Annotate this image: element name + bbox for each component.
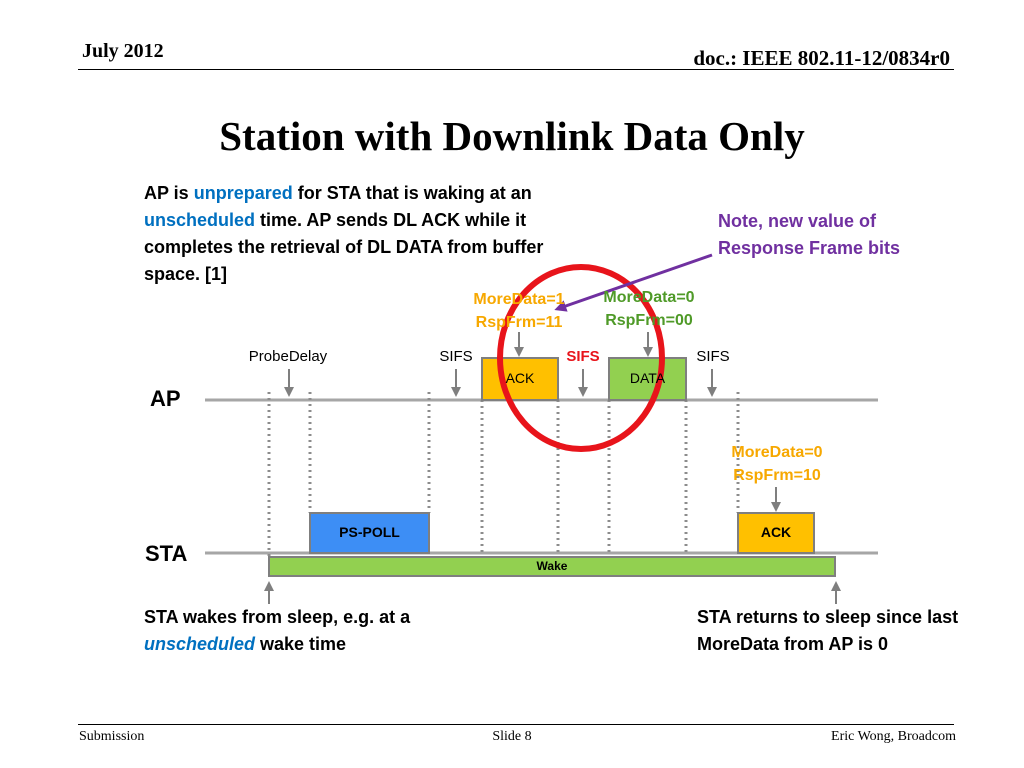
slide-title: Station with Downlink Data Only	[219, 113, 805, 159]
sta-label: STA	[145, 541, 188, 566]
sta-ack-frame	[737, 512, 815, 554]
data-frame-bits: MoreData=0 RspFrm=00	[584, 286, 714, 332]
sta-ps-poll-frame	[309, 512, 430, 554]
data-more-data: MoreData=0	[603, 289, 695, 306]
desc-highlight-unscheduled: unscheduled	[144, 210, 256, 230]
desc-part-3: time. AP sends DL ACK while it completes…	[144, 210, 544, 284]
ack-rsp-frm: RspFrm=11	[475, 314, 563, 331]
wake-note-part-2: wake time	[255, 634, 347, 654]
desc-highlight-unprepared: unprepared	[193, 183, 293, 203]
sifs-label-2: SIFS	[566, 348, 600, 365]
ap-data-frame	[608, 357, 687, 401]
highlight-circle	[497, 264, 665, 452]
sifs-label-3: SIFS	[696, 348, 730, 365]
dotted-guides	[267, 392, 740, 557]
wake-note-part-1: STA wakes from sleep, e.g. at a	[144, 607, 411, 627]
footer-divider	[78, 724, 954, 725]
note-arrow	[554, 253, 713, 312]
ap-data-label: DATA	[629, 370, 666, 386]
footer-slide-number: Slide 8	[492, 729, 532, 744]
header-divider	[78, 69, 954, 70]
footer-submission: Submission	[79, 729, 145, 744]
up-arrows	[264, 581, 841, 604]
description-text: AP is unprepared for STA that is waking …	[144, 180, 604, 288]
ack-more-data: MoreData=1	[473, 291, 565, 308]
sta-more-data: MoreData=0	[731, 444, 823, 461]
sta-ack-frame-bits: MoreData=0 RspFrm=10	[712, 441, 842, 487]
sta-wake-note: STA wakes from sleep, e.g. at a unschedu…	[144, 604, 444, 658]
sta-ack-label: ACK	[760, 524, 792, 540]
ack-frame-bits: MoreData=1 RspFrm=11	[454, 288, 584, 334]
footer-author: Eric Wong, Broadcom	[831, 729, 956, 744]
sifs-label-1: SIFS	[439, 348, 473, 365]
ap-ack-label: ACK	[505, 370, 535, 386]
ap-label: AP	[150, 386, 181, 411]
header-doc-id: doc.: IEEE 802.11-12/0834r0	[693, 46, 950, 70]
desc-part-1: AP is	[144, 183, 194, 203]
data-rsp-frm: RspFrm=00	[605, 312, 693, 329]
ps-poll-label: PS-POLL	[339, 524, 400, 540]
wake-bar	[268, 556, 836, 577]
header-date: July 2012	[82, 40, 164, 62]
desc-part-2: for STA that is waking at an	[292, 183, 532, 203]
wake-label: Wake	[536, 559, 568, 573]
wake-note-highlight: unscheduled	[144, 634, 256, 654]
sta-sleep-note: STA returns to sleep since last MoreData…	[697, 607, 959, 654]
ap-ack-frame	[481, 357, 559, 401]
response-frame-note: Note, new value of Response Frame bits	[718, 211, 901, 258]
probe-delay-label: ProbeDelay	[248, 348, 328, 365]
sta-rsp-frm: RspFrm=10	[733, 467, 821, 484]
down-arrows	[284, 332, 781, 512]
